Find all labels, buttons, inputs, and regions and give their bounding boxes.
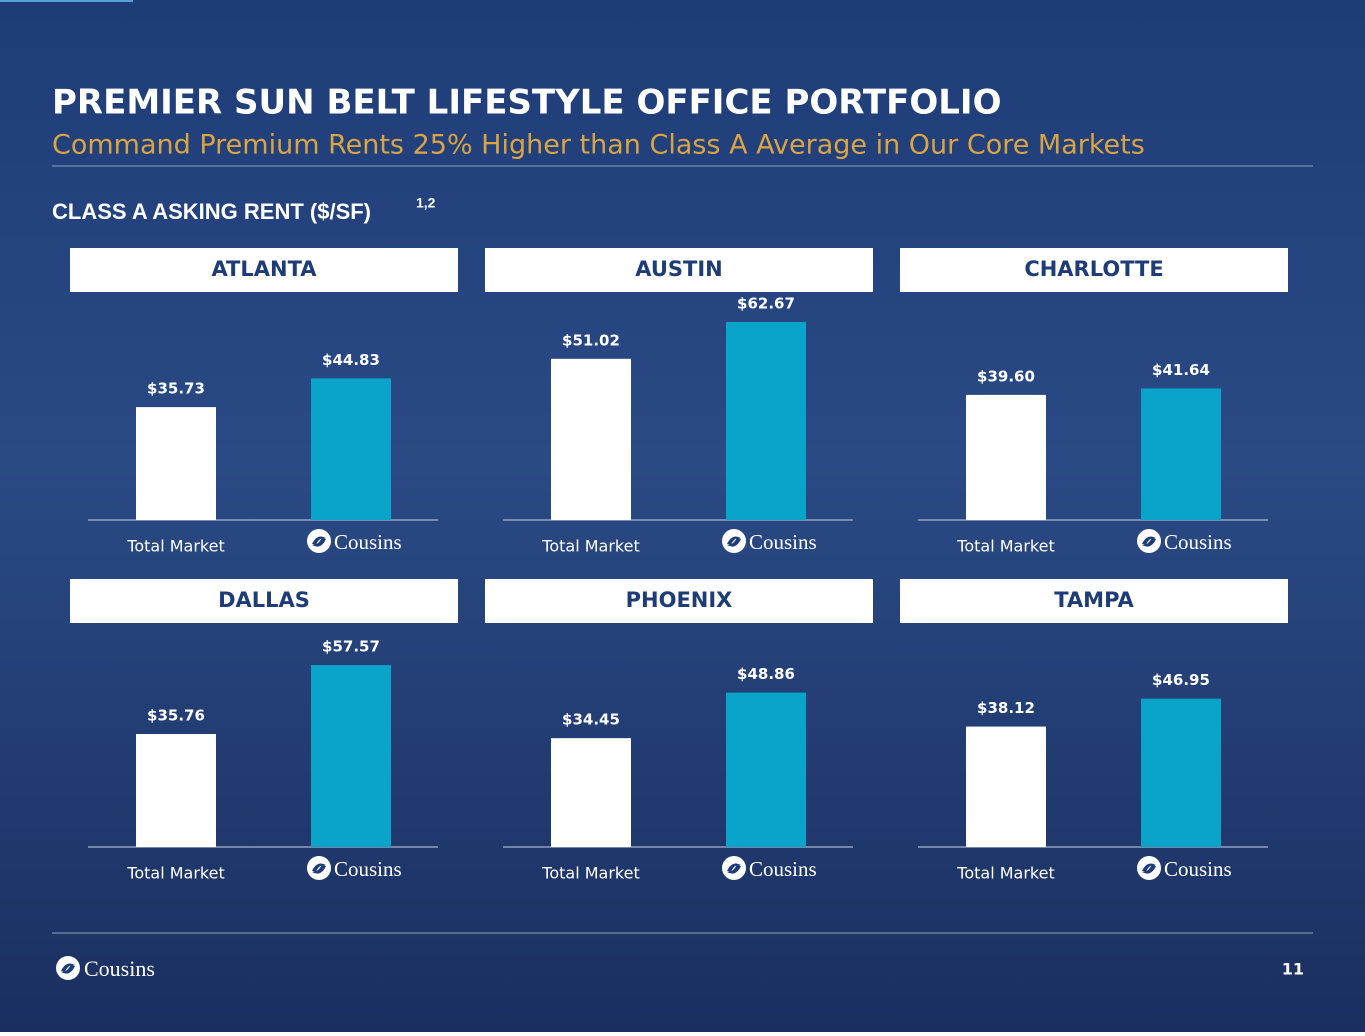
chart-title: CHARLOTTE <box>1024 257 1163 281</box>
category-label: Cousins <box>1164 530 1232 554</box>
page-number: 11 <box>1282 960 1304 979</box>
value-label: $46.95 <box>1152 671 1210 689</box>
cousins-logo-icon <box>307 856 331 880</box>
cousins-logo-icon <box>1137 856 1161 880</box>
bar <box>966 726 1046 847</box>
bar <box>726 322 806 520</box>
category-label: Total Market <box>541 864 639 883</box>
chart-header <box>900 579 1288 623</box>
chart-title: DALLAS <box>218 588 310 612</box>
footer-logo-text: Cousins <box>84 956 155 981</box>
cousins-logo-icon <box>307 529 331 553</box>
bar <box>966 394 1046 520</box>
top-accent <box>0 0 133 2</box>
chart-header <box>70 248 458 292</box>
value-label: $51.02 <box>562 331 620 349</box>
value-label: $48.86 <box>737 665 795 683</box>
category-label: Total Market <box>541 537 639 556</box>
value-label: $44.83 <box>322 351 380 369</box>
slide-subtitle: Command Premium Rents 25% Higher than Cl… <box>52 130 1145 161</box>
value-label: $39.60 <box>977 367 1035 385</box>
category-label: Total Market <box>126 864 224 883</box>
value-label: $62.67 <box>737 295 795 313</box>
chart-header <box>70 579 458 623</box>
chart-title: PHOENIX <box>626 588 733 612</box>
category-label: Cousins <box>334 530 402 554</box>
bar <box>311 665 391 847</box>
category-label: Cousins <box>1164 857 1232 881</box>
value-label: $35.73 <box>147 380 205 398</box>
slide-title: PREMIER SUN BELT LIFESTYLE OFFICE PORTFO… <box>52 83 1001 123</box>
chart-title: AUSTIN <box>635 257 723 281</box>
value-label: $57.57 <box>322 638 380 656</box>
value-label: $34.45 <box>562 711 620 729</box>
cousins-logo-icon <box>1137 529 1161 553</box>
cousins-logo-icon <box>722 529 746 553</box>
section-title: CLASS A ASKING RENT ($/SF) <box>52 199 371 224</box>
chart-header <box>900 248 1288 292</box>
chart-header <box>485 579 873 623</box>
bar <box>311 378 391 520</box>
value-label: $41.64 <box>1152 361 1210 379</box>
cousins-logo-icon <box>722 856 746 880</box>
chart-header <box>485 248 873 292</box>
bar <box>136 734 216 847</box>
bar <box>1141 388 1221 520</box>
category-label: Cousins <box>749 857 817 881</box>
bar <box>551 738 631 847</box>
category-label: Total Market <box>956 537 1054 556</box>
category-label: Cousins <box>749 530 817 554</box>
bar <box>551 358 631 520</box>
category-label: Total Market <box>126 537 224 556</box>
section-footnotes: 1,2 <box>416 195 436 211</box>
value-label: $35.76 <box>147 707 205 725</box>
chart-title: TAMPA <box>1054 588 1134 612</box>
footer-logo-icon <box>56 956 80 980</box>
bar <box>1141 698 1221 847</box>
category-label: Cousins <box>334 857 402 881</box>
value-label: $38.12 <box>977 699 1035 717</box>
category-label: Total Market <box>956 864 1054 883</box>
bar <box>726 692 806 847</box>
chart-title: ATLANTA <box>211 257 317 281</box>
bar <box>136 407 216 520</box>
